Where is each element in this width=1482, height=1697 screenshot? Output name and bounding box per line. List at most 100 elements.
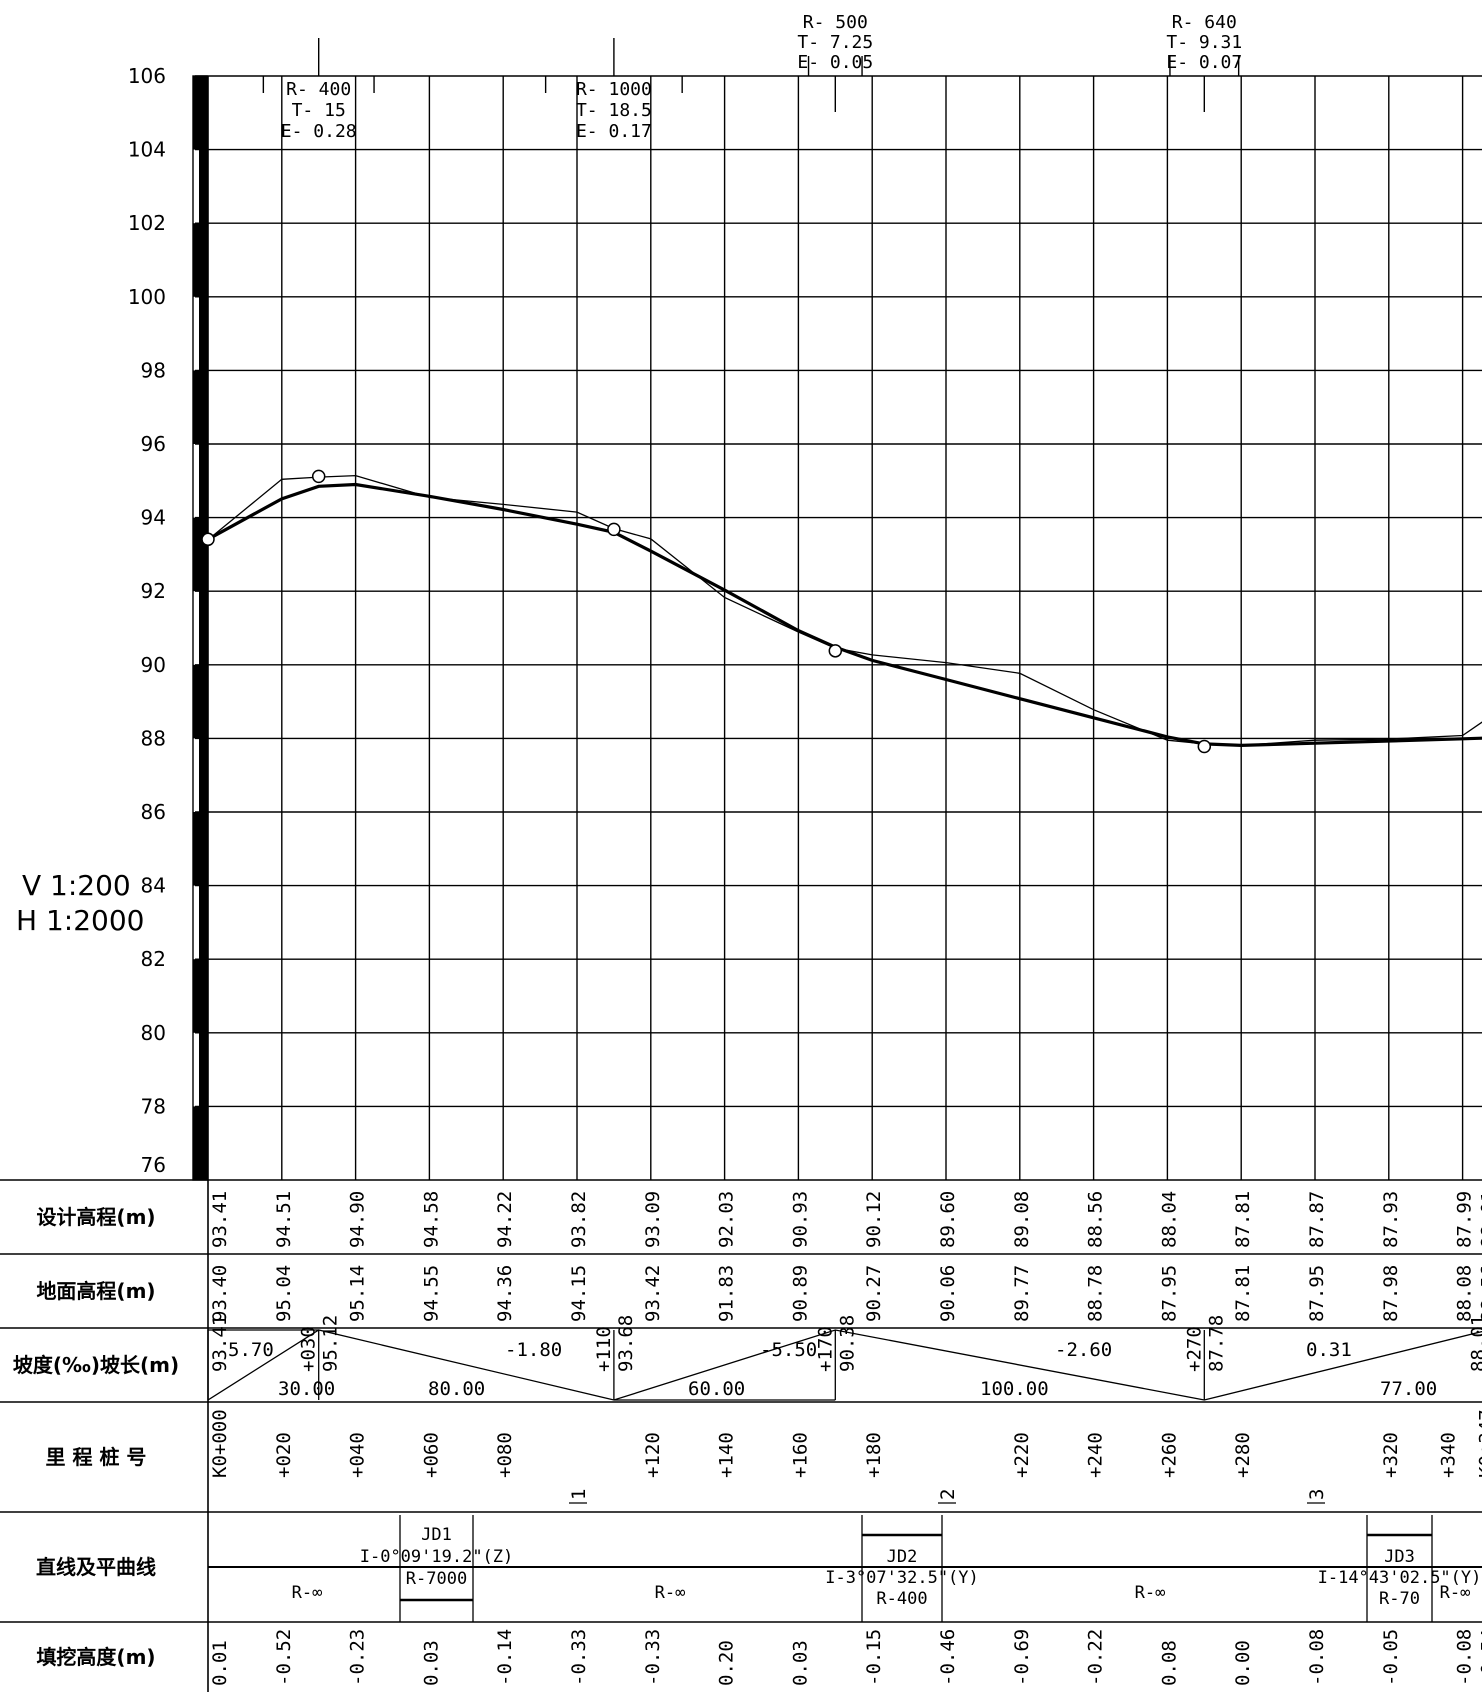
cut-fill-value: -0.69 xyxy=(1011,1629,1033,1686)
pvi-elev: 87.78 xyxy=(1205,1315,1227,1372)
y-tick-label: 78 xyxy=(141,1094,166,1118)
ground-elev-value: 95.14 xyxy=(347,1265,369,1322)
horizontal-scale: H 1:2000 xyxy=(16,904,144,937)
grade-length: 80.00 xyxy=(428,1378,485,1400)
start-marker xyxy=(201,532,215,547)
design-elev-value: 92.03 xyxy=(716,1191,738,1248)
station-value: +240 xyxy=(1085,1432,1107,1478)
ground-elev-value: 94.36 xyxy=(494,1265,516,1322)
straight-label: R-∞ xyxy=(1440,1583,1471,1603)
pvi-elev: 90.38 xyxy=(836,1315,858,1372)
grade-value: -1.80 xyxy=(505,1339,562,1361)
scale-bar-block xyxy=(193,664,199,739)
grade-length: 77.00 xyxy=(1380,1378,1437,1400)
km-mark: 1 xyxy=(568,1489,590,1500)
design-elev-value: 87.99 xyxy=(1454,1191,1476,1248)
station-value: +180 xyxy=(863,1432,885,1478)
ground-elev-value: 87.81 xyxy=(1232,1265,1254,1322)
design-elev-value: 94.58 xyxy=(420,1191,442,1248)
ground-elev-value: 91.83 xyxy=(716,1265,738,1322)
y-tick-label: 100 xyxy=(128,285,166,309)
scale-bar-block xyxy=(193,370,199,444)
pvi-elev: 93.68 xyxy=(615,1315,637,1372)
scale-bar-block xyxy=(193,1106,199,1180)
pvi-marker xyxy=(828,644,843,658)
curve-angle: I-3°07'32.5"(Y) xyxy=(825,1568,979,1588)
vertical-scale: V 1:200 xyxy=(22,869,131,902)
km-mark: 3 xyxy=(1306,1489,1328,1500)
straight-label: R-∞ xyxy=(1135,1583,1166,1603)
cut-fill-value: -0.05 xyxy=(1380,1629,1402,1686)
cut-fill-value: -0.15 xyxy=(863,1629,885,1686)
ground-elev-value: 94.55 xyxy=(420,1265,442,1322)
curve-radius: R-70 xyxy=(1379,1589,1420,1609)
grade-value: 5.70 xyxy=(228,1339,274,1361)
ground-elev-value: 90.27 xyxy=(863,1265,885,1322)
vc-radius: R- 400 xyxy=(286,79,351,100)
vc-tangent: T- 18.5 xyxy=(576,100,652,121)
grade-zigzag xyxy=(207,1329,1482,1401)
y-tick-label: 106 xyxy=(128,64,166,88)
ground-elev-value: 87.95 xyxy=(1158,1265,1180,1322)
row-label: 设计高程(m) xyxy=(36,1205,155,1229)
design-elev-value: 90.12 xyxy=(863,1191,885,1248)
ground-elev-value: 89.77 xyxy=(1011,1265,1033,1322)
vc-radius: R- 640 xyxy=(1172,12,1237,33)
pvi-station: +030 xyxy=(298,1326,320,1372)
pvi-elev: 93.41 xyxy=(209,1315,231,1372)
y-tick-label: 86 xyxy=(141,800,166,824)
pvi-station: +110 xyxy=(593,1326,615,1372)
scale-bar-block xyxy=(193,223,199,297)
station-value: +080 xyxy=(494,1432,516,1478)
cut-fill-value: -0.33 xyxy=(568,1629,590,1686)
curve-name: JD3 xyxy=(1384,1547,1415,1567)
straight-label: R-∞ xyxy=(655,1583,686,1603)
straight-label: R-∞ xyxy=(292,1583,323,1603)
scale-bar-block xyxy=(193,76,199,150)
y-tick-label: 102 xyxy=(128,211,166,235)
ground-elev-value: 90.89 xyxy=(789,1265,811,1322)
cut-fill-value: -0.54 xyxy=(1477,1629,1482,1686)
station-value: +140 xyxy=(716,1432,738,1478)
y-tick-label: 96 xyxy=(141,432,166,456)
cut-fill-value: -0.52 xyxy=(273,1629,295,1686)
ground-elev-value: 87.95 xyxy=(1306,1265,1328,1322)
y-tick-label: 82 xyxy=(141,947,166,971)
station-value: +120 xyxy=(642,1432,664,1478)
design-elev-value: 89.08 xyxy=(1011,1191,1033,1248)
design-elev-value: 94.90 xyxy=(347,1191,369,1248)
y-tick-label: 84 xyxy=(141,874,166,898)
cut-fill-value: 0.00 xyxy=(1232,1640,1254,1686)
curve-radius: R-400 xyxy=(876,1589,927,1609)
design-elev-value: 88.04 xyxy=(1158,1191,1180,1248)
cut-fill-value: -0.46 xyxy=(937,1629,959,1686)
design-elev-value: 87.87 xyxy=(1306,1191,1328,1248)
vc-tangent: T- 9.31 xyxy=(1166,32,1242,53)
cut-fill-value: -0.08 xyxy=(1454,1629,1476,1686)
row-label: 坡度(‰)坡长(m) xyxy=(13,1353,179,1377)
ground-elev-value: 94.15 xyxy=(568,1265,590,1322)
row-label: 地面高程(m) xyxy=(36,1279,155,1303)
cut-fill-value: 0.01 xyxy=(209,1640,231,1686)
y-axis: 106 104 102 100 98 96 94 92 90 88 86 84 82 80 78 76 xyxy=(128,64,208,1181)
pvi-marker xyxy=(1197,739,1212,754)
cut-fill-value: 0.08 xyxy=(1158,1640,1180,1686)
pvi-elev: 88.01 xyxy=(1467,1315,1482,1372)
row-label: 填挖高度(m) xyxy=(36,1645,155,1669)
ground-line xyxy=(207,474,1482,747)
profile-grid xyxy=(195,75,1482,1692)
y-tick-label: 90 xyxy=(141,653,166,677)
vc-external: E- 0.28 xyxy=(281,121,357,142)
station-value: +220 xyxy=(1011,1432,1033,1478)
y-tick-label: 80 xyxy=(141,1021,166,1045)
design-elev-value: 93.41 xyxy=(209,1191,231,1248)
station-value: +060 xyxy=(420,1432,442,1478)
scale-bar-block xyxy=(193,812,199,886)
station-value: +280 xyxy=(1232,1432,1254,1478)
design-elev-value: 88.01 xyxy=(1477,1191,1482,1248)
ground-elev-value: 88.56 xyxy=(1477,1265,1482,1322)
vc-external: E- 0.17 xyxy=(576,121,652,142)
station-value: +340 xyxy=(1438,1432,1460,1478)
